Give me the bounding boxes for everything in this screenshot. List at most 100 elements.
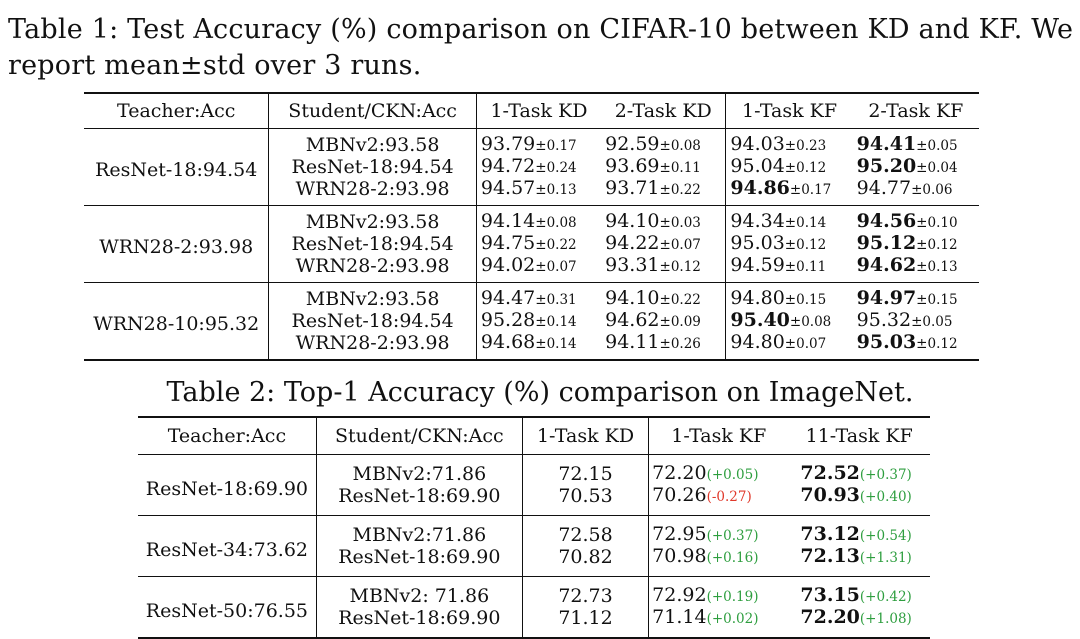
kf-accuracy-cell: 70.93(+0.40) — [788, 485, 930, 516]
accuracy-std: ±0.17 — [789, 182, 832, 198]
accuracy-cell: 94.34±0.14 — [725, 205, 853, 233]
accuracy-cell: 93.79±0.17 — [475, 128, 602, 156]
table-row: ResNet-18:69.90 70.53 70.26(-0.27) 70.93(+0… — [138, 485, 930, 516]
accuracy-mean: 94.10 — [605, 287, 660, 309]
accuracy-delta: (+0.16) — [706, 550, 759, 566]
accuracy-cell: 93.69±0.11 — [601, 156, 726, 178]
accuracy-cell: 94.47±0.31 — [475, 282, 602, 310]
table-row: ResNet-18:94.54 94.75±0.22 94.22±0.07 95.03… — [84, 233, 979, 255]
table-row: WRN28-10:95.32 MBNv2:93.58 94.47±0.31 94.10… — [84, 282, 979, 333]
accuracy-cell: 95.20±0.04 — [853, 156, 979, 178]
accuracy-std: ±0.14 — [784, 215, 827, 231]
accuracy-std: ±0.11 — [659, 160, 701, 176]
table1-header-kf1: 1-Task KF — [725, 93, 853, 129]
kf-accuracy-cell: 73.15(+0.42) — [788, 577, 930, 608]
teacher-cell: ResNet-34:73.62 — [138, 515, 317, 577]
student-cell: ResNet-18:69.90 — [315, 607, 523, 638]
accuracy-cell: 94.57±0.13 — [475, 178, 602, 206]
accuracy-cell: 95.12±0.12 — [853, 233, 979, 255]
accuracy-mean: 95.28 — [480, 309, 536, 331]
accuracy-std: ±0.08 — [535, 215, 577, 231]
table-row: WRN28-2:93.98 94.68±0.14 94.11±0.26 94.80±0… — [84, 332, 979, 360]
accuracy-value: 72.13 — [800, 545, 860, 567]
accuracy-cell: 94.80±0.07 — [725, 331, 853, 360]
accuracy-mean: 93.31 — [605, 254, 660, 276]
accuracy-cell: 95.03±0.12 — [725, 232, 853, 255]
table-row: WRN28-2:93.98 94.02±0.07 93.31±0.12 94.59±0… — [84, 255, 979, 283]
table2-header-student: Student/CKN:Acc — [315, 417, 523, 455]
kf-accuracy-cell: 73.12(+0.54) — [788, 516, 930, 547]
table1-header-teacher: Teacher:Acc — [84, 93, 269, 129]
accuracy-cell: 95.32±0.05 — [853, 310, 979, 332]
accuracy-cell: 94.22±0.07 — [601, 233, 726, 255]
accuracy-std: ±0.07 — [659, 237, 701, 253]
accuracy-std: ±0.22 — [659, 292, 701, 308]
accuracy-cell: 94.77±0.06 — [852, 178, 979, 206]
table1-header-row: Teacher:Acc Student/CKN:Acc 1-Task KD 2-… — [84, 93, 979, 129]
table1-body: ResNet-18:94.54 MBNv2:93.58 93.79±0.17 92.5… — [84, 128, 979, 360]
accuracy-cell: 95.03±0.12 — [853, 332, 979, 360]
accuracy-std: ±0.15 — [784, 292, 827, 308]
kd-accuracy-cell: 72.73 — [521, 576, 649, 607]
table-row: ResNet-18:69.90 MBNv2:71.86 72.15 72.20(+0.… — [138, 454, 930, 516]
student-cell: MBNv2:71.86 — [315, 454, 523, 485]
accuracy-mean: 94.80 — [730, 331, 785, 353]
accuracy-cell: 92.59±0.08 — [601, 129, 726, 157]
table2-header-kf1: 1-Task KF — [648, 417, 789, 455]
teacher-cell: WRN28-2:93.98 — [84, 205, 269, 283]
accuracy-mean: 94.56 — [856, 210, 917, 232]
accuracy-mean: 94.72 — [480, 155, 536, 177]
accuracy-std: ±0.12 — [916, 237, 958, 253]
table2-caption: Table 2: Top-1 Accuracy (%) comparison o… — [166, 377, 914, 408]
table-row: ResNet-34:73.62 MBNv2:71.86 72.58 72.95(+0.… — [138, 515, 930, 577]
accuracy-mean: 94.11 — [605, 331, 660, 353]
accuracy-delta: (+0.19) — [706, 589, 759, 605]
accuracy-std: ±0.12 — [916, 336, 958, 352]
table1-header-kd2: 2-Task KD — [601, 93, 726, 129]
accuracy-cell: 94.80±0.15 — [725, 282, 853, 310]
student-cell: ResNet-18:94.54 — [268, 156, 477, 178]
accuracy-mean: 94.14 — [480, 210, 536, 232]
accuracy-std: ±0.22 — [659, 182, 701, 198]
accuracy-mean: 95.03 — [730, 232, 785, 254]
student-cell: MBNv2:93.58 — [268, 128, 477, 156]
kd-accuracy-cell: 72.58 — [521, 515, 649, 546]
accuracy-cell: 94.10±0.03 — [601, 206, 726, 234]
accuracy-mean: 94.62 — [605, 309, 660, 331]
table1-caption: Table 1: Test Accuracy (%) comparison on… — [8, 12, 1076, 84]
accuracy-value: 71.14 — [652, 606, 707, 628]
accuracy-std: ±0.07 — [535, 259, 577, 275]
student-cell: MBNv2:93.58 — [268, 205, 477, 233]
kf-accuracy-cell: 72.52(+0.37) — [788, 455, 930, 486]
accuracy-mean: 94.34 — [730, 210, 785, 232]
kf-accuracy-cell: 70.98(+0.16) — [648, 546, 789, 577]
accuracy-cell: 94.97±0.15 — [853, 283, 979, 311]
accuracy-value: 72.20 — [652, 462, 707, 484]
table-row: WRN28-2:93.98 94.57±0.13 93.71±0.22 94.86±0… — [84, 178, 979, 206]
accuracy-std: ±0.12 — [784, 237, 827, 253]
accuracy-delta: (+0.37) — [706, 528, 759, 544]
accuracy-value: 72.92 — [652, 584, 707, 606]
accuracy-std: ±0.04 — [916, 160, 958, 176]
accuracy-value: 70.26 — [652, 484, 707, 506]
accuracy-mean: 93.71 — [605, 177, 660, 199]
table1-header-kf2: 2-Task KF — [852, 93, 979, 129]
accuracy-cell: 94.59±0.11 — [725, 255, 853, 283]
cifar10-results-table: Teacher:Acc Student/CKN:Acc 1-Task KD 2-… — [84, 92, 979, 361]
accuracy-delta: (+0.37) — [859, 467, 912, 483]
accuracy-cell: 95.04±0.12 — [725, 156, 853, 178]
student-cell: ResNet-18:69.90 — [315, 485, 523, 516]
accuracy-value: 72.20 — [800, 606, 860, 628]
accuracy-cell: 94.14±0.08 — [475, 205, 602, 233]
accuracy-delta: (+0.40) — [859, 489, 912, 505]
accuracy-std: ±0.06 — [911, 182, 953, 198]
teacher-cell: ResNet-18:94.54 — [84, 128, 269, 206]
accuracy-mean: 94.80 — [730, 287, 785, 309]
accuracy-mean: 95.40 — [730, 309, 790, 331]
accuracy-mean: 94.97 — [856, 287, 917, 309]
accuracy-delta: (+0.05) — [706, 467, 759, 483]
accuracy-mean: 93.79 — [480, 133, 536, 155]
table1-caption-line2: report mean±std over 3 runs. — [8, 50, 422, 81]
teacher-cell: ResNet-18:69.90 — [138, 454, 317, 516]
accuracy-mean: 95.32 — [856, 309, 912, 331]
